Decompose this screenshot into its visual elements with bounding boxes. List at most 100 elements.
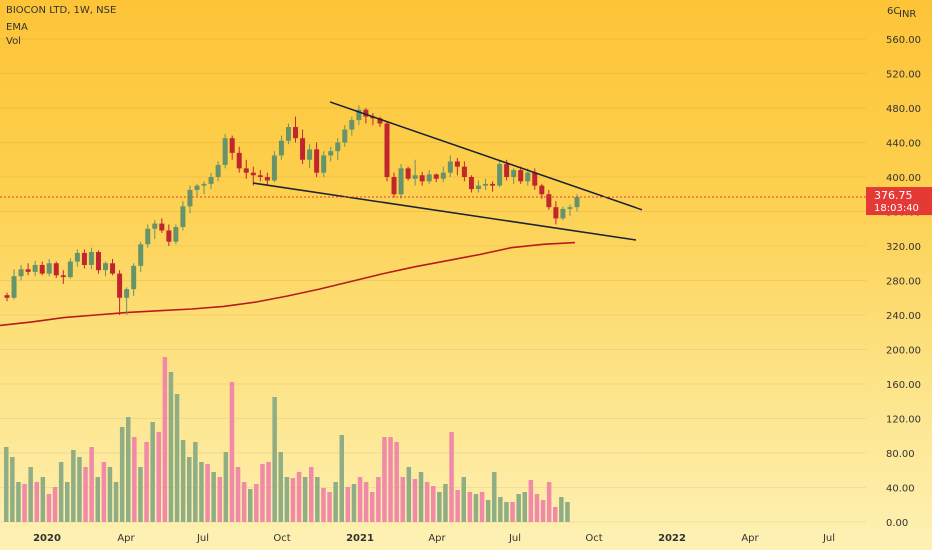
volume-bar: [40, 477, 46, 522]
volume-bar: [46, 494, 52, 522]
price-tag-value: 376.75: [874, 189, 913, 202]
candle-body: [257, 175, 263, 177]
time-tick-label: Jul: [822, 533, 835, 544]
volume-bar: [260, 464, 265, 522]
candle-body: [567, 207, 573, 209]
volume-bars: [4, 357, 570, 522]
candle-body: [461, 166, 467, 177]
volume-bar: [28, 467, 33, 522]
currency-label: INR: [899, 9, 916, 20]
time-tick-label: Apr: [741, 533, 759, 544]
candle-body: [152, 223, 158, 229]
volume-bar: [187, 457, 192, 522]
candle-body: [88, 252, 94, 265]
volume-bar: [467, 492, 473, 522]
volume-bar: [272, 397, 277, 522]
candle-body: [46, 263, 52, 274]
candle-body: [222, 138, 228, 165]
volume-bar: [376, 477, 381, 522]
volume-bar: [278, 452, 283, 522]
ema-legend[interactable]: EMA: [6, 22, 28, 33]
candle-body: [215, 164, 221, 177]
volume-bar: [431, 486, 436, 522]
candle-body: [504, 164, 510, 177]
volume-bar: [382, 437, 387, 522]
candle-body: [166, 230, 172, 242]
volume-bar: [321, 488, 326, 522]
lower-trendline[interactable]: [252, 182, 637, 241]
volume-bar: [290, 478, 296, 522]
volume-bar: [34, 482, 39, 522]
volume-bar: [4, 447, 9, 522]
volume-bar: [333, 482, 338, 522]
candle-body: [490, 183, 496, 186]
time-tick-label: Jul: [508, 533, 521, 544]
volume-bar: [510, 502, 515, 522]
volume-bar: [485, 500, 491, 522]
candle-body: [391, 177, 397, 195]
candle-body: [433, 174, 439, 179]
candle-body: [81, 252, 87, 265]
upper-trendline[interactable]: [329, 101, 643, 211]
volume-bar: [504, 502, 509, 522]
volume-bar: [162, 357, 168, 522]
volume-bar: [296, 472, 302, 522]
volume-bar: [302, 477, 308, 522]
price-tick-label: 120.00: [886, 415, 921, 426]
falling-wedge-trendlines: [252, 101, 643, 241]
volume-bar: [266, 462, 271, 522]
candle-body: [384, 123, 390, 177]
volume-bar: [235, 467, 241, 522]
volume-bar: [101, 462, 107, 522]
candle-body: [412, 175, 418, 179]
volume-bar: [113, 482, 119, 522]
volume-bar: [357, 477, 363, 522]
candle-body: [243, 168, 249, 173]
candle-body: [39, 264, 45, 274]
time-tick-label: Jul: [196, 533, 209, 544]
volume-bar: [351, 484, 357, 522]
volume-bar: [345, 487, 351, 522]
volume-legend[interactable]: Vol: [6, 36, 21, 47]
candle-body: [53, 263, 59, 276]
volume-bar: [150, 422, 155, 522]
candle-body: [440, 172, 446, 179]
price-tick-label: 560.00: [886, 35, 921, 46]
candle-body: [74, 252, 80, 262]
volume-bar: [144, 442, 149, 522]
candle-body: [483, 183, 489, 186]
candle-body: [285, 126, 291, 141]
candle-body: [208, 177, 214, 184]
candle-body: [124, 289, 130, 298]
volume-bar: [193, 442, 198, 522]
volume-bar: [89, 447, 94, 522]
candle-body: [131, 265, 137, 290]
candle-body: [574, 197, 580, 208]
candle-body: [497, 164, 503, 186]
volume-bar: [229, 382, 235, 522]
volume-bar: [168, 372, 174, 522]
price-tag: 376.75 18:03:40: [866, 187, 932, 216]
price-tick-label: 240.00: [886, 311, 921, 322]
candle-body: [335, 142, 341, 152]
candle-body: [236, 152, 242, 169]
volume-bar: [284, 477, 290, 522]
candle-body: [314, 149, 320, 173]
volume-bar: [492, 472, 497, 522]
symbol-title[interactable]: BIOCON LTD, 1W, NSE: [6, 5, 117, 16]
time-tick-label: 2021: [346, 533, 374, 544]
candle-body: [173, 227, 179, 242]
volume-bar: [199, 462, 204, 522]
volume-bar: [174, 394, 180, 522]
volume-bar: [540, 500, 546, 522]
candle-body: [159, 223, 165, 231]
volume-bar: [254, 484, 259, 522]
volume-bar: [138, 467, 143, 522]
volume-bar: [546, 482, 552, 522]
candle-body: [518, 170, 524, 182]
volume-bar: [363, 482, 369, 522]
candle-body: [539, 185, 545, 195]
volume-bar: [449, 432, 454, 522]
